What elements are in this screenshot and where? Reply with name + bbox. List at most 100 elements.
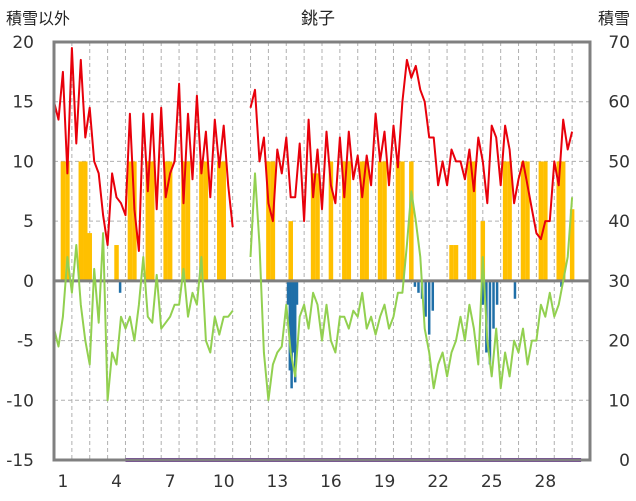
right-tick-label: 60: [608, 93, 630, 113]
right-tick-label: 70: [608, 33, 630, 53]
x-tick-label: 13: [267, 472, 289, 492]
sunshine-bar: [315, 173, 320, 281]
left-tick-label: -15: [6, 451, 34, 471]
x-tick-label: 7: [165, 472, 176, 492]
precipitation-bar: [427, 280, 431, 335]
left-tick-label: 5: [23, 212, 34, 232]
sunshine-bar: [364, 161, 369, 281]
precipitation-bar: [560, 280, 563, 287]
left-tick-label: 20: [12, 33, 34, 53]
sunshine-bar: [382, 161, 387, 281]
left-tick-label: 15: [12, 93, 34, 113]
sunshine-bar: [342, 161, 347, 281]
precipitation-bar: [488, 280, 492, 365]
sunshine-bar: [538, 161, 544, 281]
right-axis-label: 積雪: [598, 9, 630, 28]
x-tick-label: 16: [320, 472, 342, 492]
sunshine-bar: [163, 161, 168, 281]
dewpoint-line: [249, 172, 574, 402]
x-tick-label: 19: [374, 472, 396, 492]
left-tick-label: -5: [17, 332, 34, 352]
precipitation-bar: [295, 280, 299, 305]
left-tick-label: -10: [6, 391, 34, 411]
sunshine-bar: [87, 233, 92, 281]
sunshine-bar: [507, 161, 512, 281]
sunshine-bar: [78, 161, 84, 281]
sunshine-bar: [150, 161, 155, 281]
sunshine-bar: [449, 245, 454, 281]
sunshine-bar: [395, 161, 401, 281]
precipitation-bar: [424, 280, 427, 317]
sunshine-bar: [65, 161, 70, 281]
sunshine-bar: [181, 161, 186, 281]
sunshine-bar: [471, 161, 477, 281]
sunshine-bar: [453, 245, 459, 281]
x-tick-label: 28: [535, 472, 557, 492]
sunshine-bar: [185, 161, 191, 281]
dewpoint-line: [53, 232, 234, 402]
right-tick-label: 30: [608, 272, 630, 292]
sunshine-bar: [266, 161, 271, 281]
sunshine-bar: [525, 161, 530, 281]
right-tick-label: 40: [608, 212, 630, 232]
precipitation-bar: [417, 280, 420, 293]
frame-layer: [52, 40, 592, 462]
precipitation-bar: [286, 280, 290, 305]
chart-title: 銚子: [301, 9, 335, 29]
precipitation-bar: [431, 280, 435, 311]
precipitation-bar: [495, 280, 499, 305]
x-tick-label: 10: [213, 472, 235, 492]
sunshine-bar: [167, 161, 173, 281]
precipitation-bar: [293, 280, 297, 383]
x-tick-label: 1: [58, 472, 69, 492]
x-tick-label: 25: [481, 472, 503, 492]
right-tick-label: 20: [608, 332, 630, 352]
sunshine-bar: [114, 245, 119, 281]
sunshine-bar: [560, 161, 566, 281]
right-tick-label: 0: [619, 451, 630, 471]
sunshine-bar: [310, 173, 316, 281]
left-tick-label: 0: [23, 272, 34, 292]
right-tick-label: 10: [608, 391, 630, 411]
sunshine-bar: [400, 161, 405, 281]
sunshine-bar: [502, 161, 508, 281]
sunshine-bar: [199, 161, 204, 281]
sunshine-bar: [520, 161, 526, 281]
sunshine-bar: [83, 161, 88, 281]
sunshine-bar: [288, 221, 293, 281]
precipitation-bar: [492, 280, 495, 329]
sunshine-bar: [145, 161, 151, 281]
precipitation-bar: [413, 280, 417, 287]
plot-frame: [52, 40, 592, 462]
sunshine-bar: [480, 221, 486, 281]
sunshine-bar: [467, 161, 472, 281]
sunshine-bar: [221, 161, 226, 281]
sunshine-bar: [556, 161, 561, 281]
x-tick-label: 22: [427, 472, 449, 492]
sunshine-bar: [569, 209, 575, 281]
sunshine-bar: [127, 161, 133, 281]
sunshine-bar: [359, 161, 365, 281]
sunshine-bar: [217, 161, 222, 281]
precipitation-bar: [118, 280, 122, 293]
sunshine-bar: [328, 161, 334, 281]
sunshine-bar: [409, 161, 414, 281]
temperature-line: [249, 58, 574, 241]
left-tick-label: 10: [12, 152, 34, 172]
left-axis-label: 積雪以外: [6, 9, 70, 28]
bar-layer: [60, 161, 575, 389]
sunshine-bar: [132, 161, 137, 281]
precipitation-bar: [481, 280, 485, 305]
sunshine-bar: [377, 161, 383, 281]
precipitation-bar: [288, 280, 292, 371]
precipitation-bar: [292, 280, 295, 353]
right-tick-label: 50: [608, 152, 630, 172]
sunshine-bar: [60, 161, 66, 281]
sunshine-bar: [203, 161, 209, 281]
precipitation-bar: [513, 280, 517, 299]
sunshine-bar: [346, 161, 352, 281]
temperature-line: [53, 47, 234, 252]
